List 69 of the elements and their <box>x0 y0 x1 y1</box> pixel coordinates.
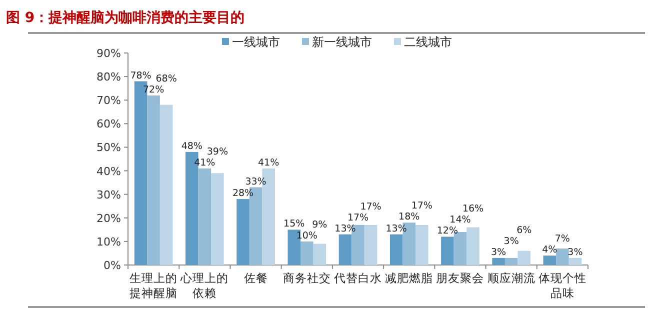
legend-item: 新一线城市 <box>302 35 372 49</box>
data-label: 7% <box>554 234 570 245</box>
data-label: 12% <box>436 226 458 237</box>
data-label: 39% <box>206 146 228 158</box>
bar <box>492 258 505 265</box>
data-label: 16% <box>462 204 484 215</box>
bar <box>236 199 250 265</box>
bar <box>543 256 556 265</box>
y-tick-label: 30% <box>96 188 121 202</box>
bar <box>364 224 378 265</box>
bar <box>211 173 224 265</box>
x-tick-label: 生理上的提神醒脑 <box>130 271 178 300</box>
data-label: 28% <box>232 188 254 200</box>
x-tick-label: 顺应潮流 <box>487 271 536 285</box>
bar <box>441 236 454 265</box>
legend-item: 一线城市 <box>222 35 280 49</box>
y-tick-label: 80% <box>96 70 121 84</box>
data-label: 78% <box>130 70 152 82</box>
bar <box>147 95 160 265</box>
y-tick-label: 10% <box>96 235 121 248</box>
data-label: 68% <box>156 73 177 84</box>
bar <box>504 258 518 265</box>
bar <box>300 241 314 265</box>
y-tick-label: 50% <box>96 141 121 154</box>
data-label: 17% <box>360 201 382 212</box>
x-tick-label: 减肥燃脂 <box>385 271 434 285</box>
data-label: 9% <box>312 219 328 230</box>
bar <box>338 234 352 265</box>
x-tick-label: 心理上的依赖 <box>180 271 229 300</box>
legend-item: 二线城市 <box>394 35 452 49</box>
data-label: 17% <box>347 212 369 224</box>
data-label: 3% <box>568 246 583 258</box>
y-tick-label: 0% <box>104 259 121 272</box>
x-tick-label: 体现个性品味 <box>538 271 586 300</box>
bar <box>198 168 212 265</box>
bar <box>518 250 530 265</box>
data-label: 15% <box>284 218 305 230</box>
y-tick-label: 70% <box>96 94 121 108</box>
data-label: 48% <box>181 140 202 152</box>
x-tick-label: 代替白水 <box>333 271 382 285</box>
data-label: 4% <box>542 244 558 256</box>
chart-title: 图 9：提神醒脑为咖啡消费的主要目的 <box>6 9 245 26</box>
data-label: 6% <box>516 224 532 236</box>
y-tick-label: 60% <box>96 118 121 131</box>
data-label: 13% <box>334 223 356 234</box>
y-tick-label: 90% <box>96 47 121 60</box>
bar <box>454 232 467 265</box>
bar <box>160 104 173 265</box>
y-tick-label: 20% <box>96 212 121 225</box>
bar <box>390 234 403 265</box>
data-label: 18% <box>398 212 420 223</box>
data-label: 3% <box>504 236 519 247</box>
data-label: 3% <box>491 246 506 258</box>
data-label: 14% <box>450 214 471 226</box>
bar <box>313 244 326 265</box>
x-tick-label: 商务社交 <box>282 271 331 285</box>
data-label: 41% <box>258 157 280 168</box>
x-tick-label: 佐餐 <box>244 271 268 285</box>
bar <box>466 227 480 265</box>
y-tick-label: 40% <box>96 164 121 178</box>
data-label: 13% <box>386 223 407 234</box>
legend-label: 二线城市 <box>404 35 452 49</box>
bar <box>416 224 428 265</box>
legend-label: 一线城市 <box>232 35 280 49</box>
bar <box>568 258 582 265</box>
x-tick-label: 朋友聚会 <box>436 271 484 285</box>
bar <box>556 248 569 265</box>
data-label: 17% <box>411 200 432 212</box>
data-label: 33% <box>245 176 266 188</box>
